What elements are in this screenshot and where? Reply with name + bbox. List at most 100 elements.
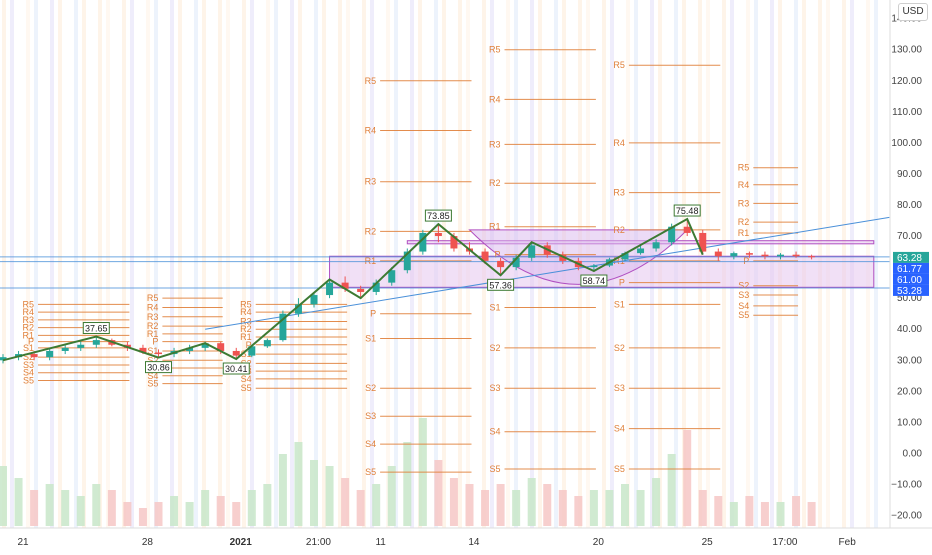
candle-body <box>419 232 427 252</box>
session-stripe <box>130 0 134 528</box>
session-stripe <box>322 0 326 528</box>
candle-body <box>450 236 458 249</box>
pivot-label: R1 <box>738 228 750 238</box>
pivot-label: S5 <box>738 310 749 320</box>
pivot-label: S3 <box>23 360 34 370</box>
zigzag-line <box>2 217 704 362</box>
volume-bar <box>278 454 287 526</box>
candle-body <box>652 242 660 249</box>
pivot-point-label: 30.86 <box>147 363 170 373</box>
candle-body <box>201 343 209 348</box>
price-tick-label: 90.00 <box>897 169 922 180</box>
pivot-label: S5 <box>241 383 252 393</box>
candle-body <box>61 347 69 351</box>
volume-bar <box>760 502 769 526</box>
volume-bar <box>387 466 396 526</box>
pivot-label: R1 <box>147 329 159 339</box>
session-stripe <box>10 0 14 528</box>
pivot-label: R3 <box>147 312 159 322</box>
session-stripe <box>226 0 230 528</box>
pivot-label: P <box>152 337 158 347</box>
currency-button[interactable]: USD <box>898 3 928 21</box>
pivot-label: R4 <box>738 180 750 190</box>
candle-body <box>217 343 225 351</box>
price-tick-label: −10.00 <box>891 480 922 491</box>
volume-bar <box>247 490 256 526</box>
pivot-label: S1 <box>489 302 500 312</box>
pivot-label: R4 <box>240 307 252 317</box>
price-axis: 140.00130.00120.00110.00100.0090.0080.00… <box>889 0 929 528</box>
price-badge-label: 61.77 <box>897 264 922 275</box>
volume-bar <box>652 478 661 526</box>
pivot-label: S2 <box>614 343 625 353</box>
pivot-point-badge <box>222 362 250 375</box>
pivot-label: S3 <box>489 383 500 393</box>
session-stripe <box>290 0 294 528</box>
volume-bar <box>341 478 350 526</box>
volume-bar <box>449 478 458 526</box>
candle-body <box>714 251 722 257</box>
session-stripe <box>106 0 110 528</box>
pivot-label: S2 <box>365 383 376 393</box>
time-tick-label: 25 <box>702 537 714 548</box>
candle-body <box>761 254 769 257</box>
candle-body <box>92 340 100 345</box>
volume-bar <box>107 490 116 526</box>
candle-body <box>637 248 645 254</box>
session-stripe <box>58 0 62 528</box>
session-stripe <box>250 0 254 528</box>
volume-bar <box>61 490 70 526</box>
volume-bar <box>294 442 303 526</box>
pivot-label: S5 <box>489 464 500 474</box>
session-stripe <box>34 0 38 528</box>
session-stripe <box>242 0 246 528</box>
pivot-label: R2 <box>240 324 252 334</box>
pivot-label: S3 <box>365 411 376 421</box>
pivot-label: S1 <box>241 349 252 359</box>
pivot-point-label: 58.74 <box>583 276 606 286</box>
pivot-label: R4 <box>147 302 159 312</box>
candle-body <box>403 251 411 271</box>
pivot-label: R5 <box>613 60 625 70</box>
session-stripe <box>50 0 54 528</box>
pivot-label: S5 <box>614 464 625 474</box>
volume-bar <box>543 484 552 526</box>
price-tick-label: 80.00 <box>897 200 922 211</box>
time-axis: 21 28 2021 21:00 11 14 20 25 17:00 Feb <box>0 527 932 548</box>
session-stripe <box>298 0 302 528</box>
pivot-label: S3 <box>614 383 625 393</box>
session-stripe <box>82 0 86 528</box>
time-tick-label: 28 <box>142 537 154 548</box>
pivot-label: S5 <box>365 467 376 477</box>
pivot-label: R2 <box>738 217 750 227</box>
session-stripe <box>194 0 198 528</box>
candle-body <box>745 253 753 255</box>
volume-bar <box>0 466 7 526</box>
candle-body <box>683 226 691 233</box>
volume-bar <box>698 490 707 526</box>
session-stripe <box>2 0 6 528</box>
volume-bar <box>512 490 521 526</box>
pivot-label: S1 <box>614 299 625 309</box>
price-badge <box>893 273 929 285</box>
candle-body <box>357 288 365 292</box>
candle-body <box>30 354 38 358</box>
pivot-label: S1 <box>365 334 376 344</box>
volume-bar <box>138 508 147 526</box>
volume-bar <box>621 484 629 526</box>
volume-bar <box>154 502 163 526</box>
candle-body <box>434 232 442 237</box>
time-tick-label: Feb <box>839 537 857 548</box>
session-stripe <box>178 0 182 528</box>
pivot-label: R1 <box>489 222 501 232</box>
candle-body <box>777 254 784 257</box>
pivot-label: R5 <box>365 76 377 86</box>
volume-bar <box>45 484 54 526</box>
candle-body <box>730 253 738 257</box>
pivot-label: R1 <box>613 256 625 266</box>
candle-body <box>668 226 676 243</box>
pivot-label: R4 <box>489 94 501 104</box>
pivot-label: P <box>619 278 625 288</box>
session-stripe <box>146 0 150 528</box>
